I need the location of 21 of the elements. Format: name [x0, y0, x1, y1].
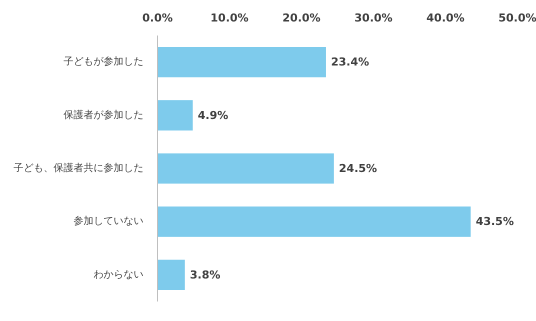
x-tick-label: 40.0% [426, 12, 465, 24]
y-tick-label: 子どもが参加した [64, 56, 144, 68]
data-label: 23.4% [330, 56, 370, 69]
y-tick-label: 子ども、保護者共に参加した [14, 162, 144, 174]
y-tick-label: 参加していない [74, 215, 144, 228]
y-tick-label: 保護者が参加した [64, 108, 144, 121]
x-tick-label: 50.0% [498, 12, 536, 24]
bar [158, 100, 193, 130]
bar [158, 206, 471, 237]
x-tick-label: 0.0% [142, 12, 173, 24]
bar [158, 153, 334, 184]
data-label: 4.9% [198, 108, 228, 122]
y-tick-label: わからない [94, 269, 144, 280]
data-label: 3.8% [190, 268, 220, 282]
bar [158, 46, 326, 78]
data-label: 43.5% [476, 215, 514, 228]
data-label: 24.5% [338, 162, 378, 175]
bar [158, 260, 185, 290]
x-tick-label: 20.0% [282, 12, 321, 24]
x-tick-label: 10.0% [210, 12, 249, 24]
x-tick-label: 30.0% [354, 12, 393, 24]
